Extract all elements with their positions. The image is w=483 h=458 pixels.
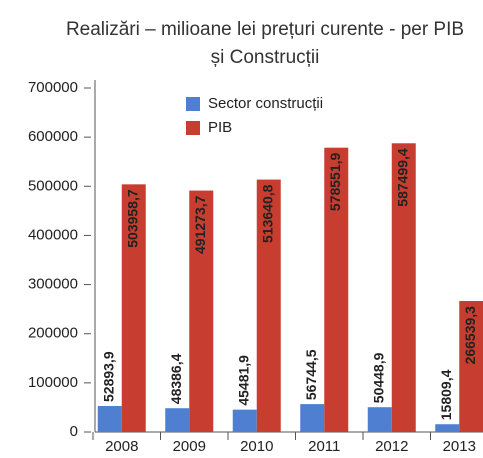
x-tick-label: 2009 <box>173 438 206 455</box>
y-tick-label: 500000 <box>28 177 78 194</box>
chart-title: și Construcții <box>211 47 320 68</box>
value-label: 45481,9 <box>235 355 251 406</box>
legend-swatch <box>186 97 200 111</box>
value-label: 50448,9 <box>370 352 386 403</box>
bar <box>459 301 483 432</box>
bar <box>324 147 349 433</box>
bar <box>232 409 257 432</box>
y-tick-label: 0 <box>70 423 78 440</box>
y-tick-label: 600000 <box>28 128 78 145</box>
legend-label: PIB <box>208 119 232 136</box>
x-tick-label: 2011 <box>308 438 340 455</box>
bar <box>367 407 392 432</box>
bar <box>121 184 146 432</box>
y-tick-label: 300000 <box>28 276 78 293</box>
chart-title: Realizări – milioane lei prețuri curente… <box>66 19 464 40</box>
bar <box>165 408 190 432</box>
y-tick-label: 200000 <box>28 325 78 342</box>
x-tick-label: 2010 <box>240 438 273 455</box>
value-label: 56744,5 <box>303 349 319 400</box>
value-label: 587499,4 <box>394 148 410 207</box>
value-label: 48386,4 <box>168 353 184 404</box>
legend-swatch <box>186 121 200 135</box>
bar <box>189 190 214 432</box>
bar <box>391 143 416 432</box>
bar <box>256 179 281 432</box>
x-tick-label: 2013 <box>443 438 476 455</box>
y-tick-label: 400000 <box>28 226 78 243</box>
y-tick-label: 100000 <box>28 374 78 391</box>
x-tick-label: 2008 <box>105 438 138 455</box>
legend-label: Sector construcții <box>208 95 323 112</box>
value-label: 491273,7 <box>192 195 208 254</box>
value-label: 266539,3 <box>462 306 478 365</box>
x-tick-label: 2012 <box>375 438 408 455</box>
bar <box>97 406 122 432</box>
value-label: 503958,7 <box>124 189 140 248</box>
bar <box>435 424 460 432</box>
value-label: 52893,9 <box>100 351 116 402</box>
value-label: 513640,8 <box>259 184 275 243</box>
value-label: 578551,9 <box>327 152 343 211</box>
value-label: 15809,4 <box>438 369 454 420</box>
y-tick-label: 700000 <box>28 79 78 96</box>
bar <box>300 404 325 432</box>
